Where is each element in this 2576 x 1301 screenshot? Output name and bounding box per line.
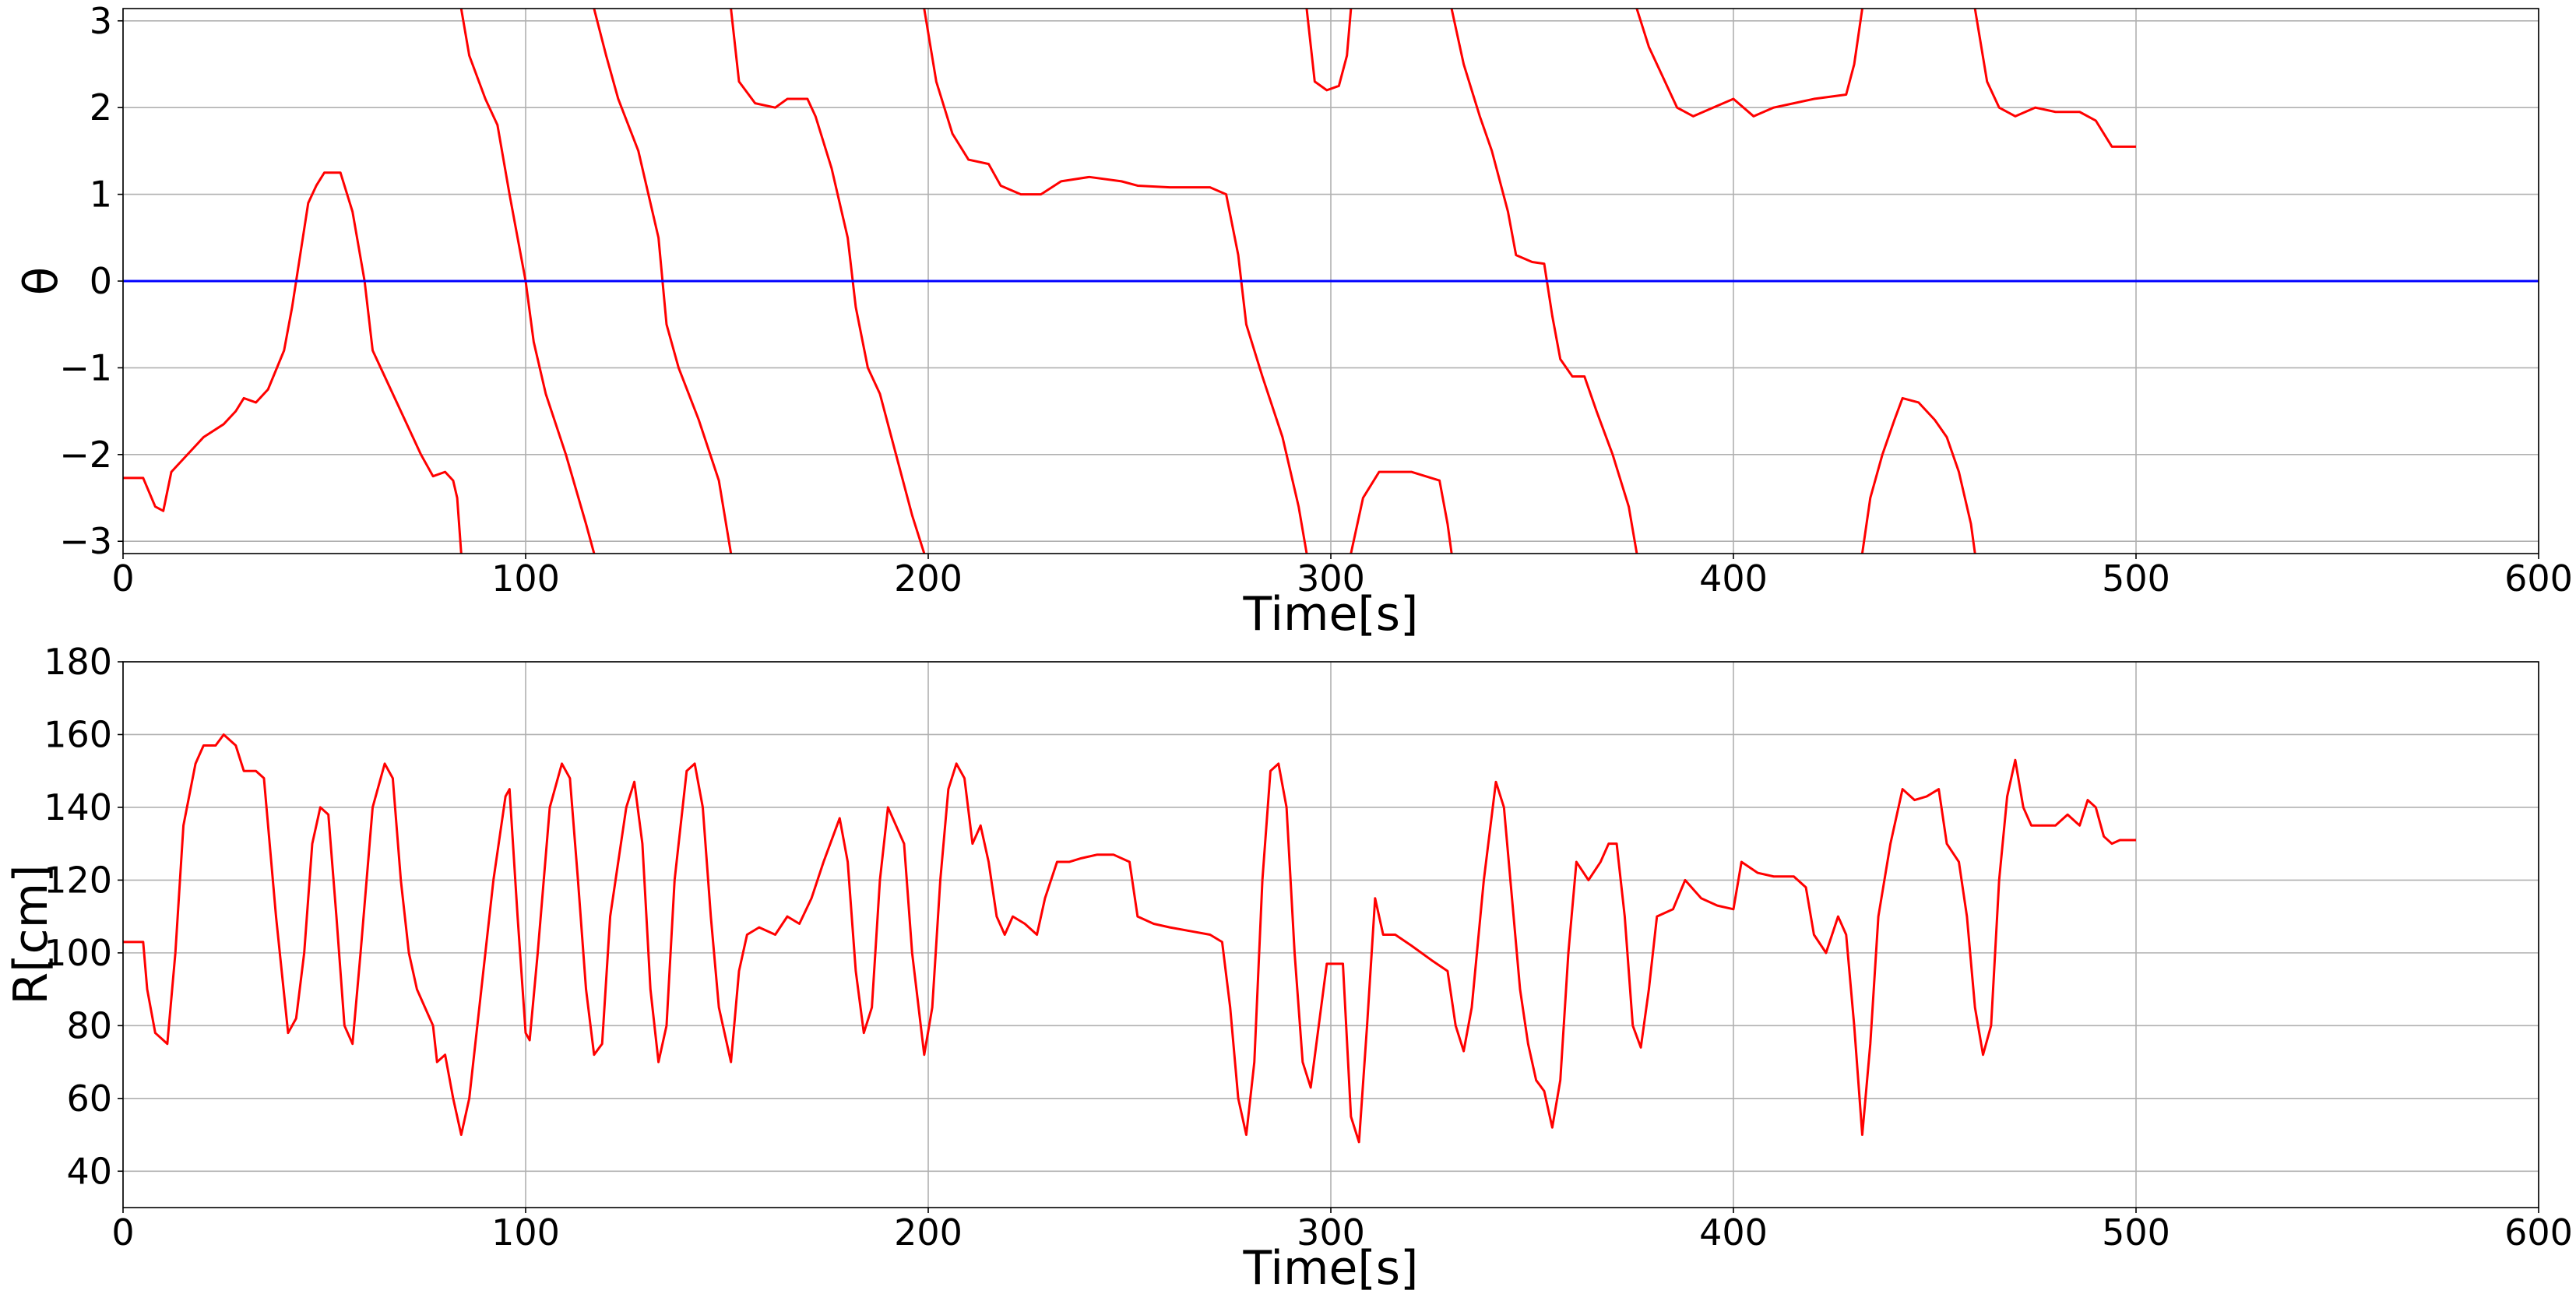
x-tick-label: 0 (111, 557, 134, 600)
axes-frame (122, 8, 2539, 554)
y-tick-label: 180 (44, 641, 112, 683)
x-tick-label: 400 (1699, 557, 1768, 600)
y-tick-label: −1 (59, 346, 112, 389)
y-tick-label: 40 (66, 1150, 112, 1192)
x-tick-label: 0 (111, 1211, 134, 1254)
y-tick-label: 140 (44, 786, 112, 828)
y-axis-label: θ (14, 267, 69, 296)
x-axis-label: Time[s] (1243, 587, 1419, 642)
x-tick-label: 300 (1297, 557, 1365, 600)
y-tick-label: 1 (90, 174, 112, 216)
x-tick-label: 400 (1699, 1211, 1768, 1254)
x-tick-label: 600 (2504, 557, 2573, 600)
x-tick-label: 200 (894, 1211, 962, 1254)
x-tick-label: 100 (491, 557, 560, 600)
data-line (123, 733, 2136, 1144)
y-tick-label: 100 (44, 932, 112, 974)
x-tick-label: 500 (2102, 1211, 2170, 1254)
y-tick-label: 120 (44, 859, 112, 901)
x-tick-label: 100 (491, 1211, 560, 1254)
y-tick-label: 0 (90, 260, 112, 302)
x-tick-label: 600 (2504, 1211, 2573, 1254)
y-tick-label: 3 (90, 0, 112, 42)
subplot: 0 100 200 300 400 500 600 −3 −2 −1 0 1 2 3 Time[s] θ (14, 0, 2573, 642)
y-tick-label: 160 (44, 713, 112, 755)
y-tick-label: 2 (90, 86, 112, 128)
x-tick-label: 300 (1297, 1211, 1365, 1254)
y-axis-label: R[cm] (4, 865, 58, 1005)
y-tick-label: 80 (66, 1004, 112, 1046)
y-tick-label: −3 (59, 520, 112, 562)
axes-frame (122, 661, 2539, 1208)
y-tick-label: 60 (66, 1078, 112, 1120)
y-tick-label: −2 (59, 434, 112, 476)
x-tick-label: 500 (2102, 557, 2170, 600)
subplot: 0 100 200 300 400 500 600 40 60 80 100 120 140 160 180… (4, 641, 2573, 1296)
x-tick-label: 200 (894, 557, 962, 600)
x-axis-label: Time[s] (1243, 1241, 1419, 1296)
